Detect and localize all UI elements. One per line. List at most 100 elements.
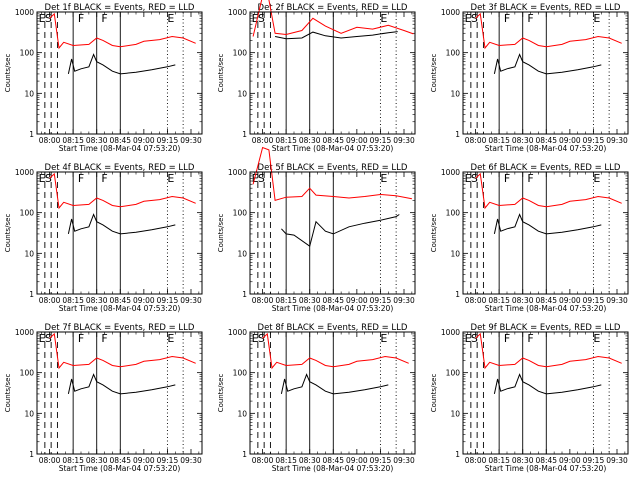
y-tick-label: 1000 <box>15 8 34 17</box>
y-tick-label: 1 <box>29 130 34 139</box>
y-tick-label: 10 <box>237 249 247 258</box>
region-marker-s: S <box>471 172 478 185</box>
region-marker-f: F <box>78 172 84 185</box>
x-tick-label: 08:15 <box>488 296 510 305</box>
region-marker-f: F <box>78 332 84 345</box>
x-tick-label: 09:30 <box>393 136 415 145</box>
region-marker-s: S <box>258 332 265 345</box>
plot-frame <box>36 11 203 135</box>
y-tick-label: 1000 <box>228 8 247 17</box>
panel-title: Det 2f BLACK = Events, RED = LLD <box>258 3 408 13</box>
y-tick-label: 1 <box>29 450 34 459</box>
x-axis-label: Start Time (08-Mar-04 07:53:20) <box>272 464 394 473</box>
x-tick-label: 09:30 <box>606 136 628 145</box>
region-marker-f: F <box>504 172 510 185</box>
region-marker-f: F <box>527 172 533 185</box>
panel-title: Det 1f BLACK = Events, RED = LLD <box>45 3 195 13</box>
x-tick-label: 08:00 <box>252 136 274 145</box>
y-tick-label: 1 <box>455 290 460 299</box>
region-marker-f: F <box>504 12 510 25</box>
x-tick-label: 09:15 <box>370 456 392 465</box>
x-tick-label: 08:15 <box>275 456 297 465</box>
plot-frame <box>462 171 629 295</box>
x-tick-label: 08:15 <box>488 136 510 145</box>
region-marker-e: E <box>465 12 472 25</box>
region-marker-e: E <box>252 332 259 345</box>
y-axis-label: Counts/sec <box>4 214 12 253</box>
plot-frame <box>36 171 203 295</box>
y-tick-label: 1 <box>455 450 460 459</box>
plot-frame <box>249 171 416 295</box>
lld-series-line <box>475 172 622 210</box>
lld-series-line <box>49 332 196 370</box>
y-tick-label: 1 <box>455 130 460 139</box>
y-axis-label: Counts/sec <box>430 374 438 413</box>
x-tick-label: 09:15 <box>157 296 179 305</box>
x-tick-label: 08:45 <box>109 296 131 305</box>
y-tick-label: 10 <box>237 89 247 98</box>
y-tick-label: 10 <box>450 249 460 258</box>
x-tick-label: 08:30 <box>86 296 108 305</box>
y-axis-label: Counts/sec <box>217 374 225 413</box>
plot-frame <box>36 331 203 455</box>
x-tick-label: 08:30 <box>512 136 534 145</box>
x-axis-label: Start Time (08-Mar-04 07:53:20) <box>59 304 181 313</box>
x-tick-label: 09:30 <box>393 456 415 465</box>
x-tick-label: 08:00 <box>252 456 274 465</box>
y-tick-label: 100 <box>446 369 461 378</box>
region-marker-e: E <box>593 12 600 25</box>
y-axis-label: Counts/sec <box>4 374 12 413</box>
region-marker-s: S <box>258 12 265 25</box>
x-tick-label: 08:30 <box>299 136 321 145</box>
detector-panel-1: Det 1f BLACK = Events, RED = LLD Counts/s… <box>4 3 203 153</box>
y-tick-label: 1 <box>242 450 247 459</box>
region-marker-e: E <box>39 172 46 185</box>
y-tick-label: 100 <box>20 49 35 58</box>
y-tick-label: 10 <box>450 409 460 418</box>
region-marker-e: E <box>252 12 259 25</box>
y-tick-label: 1000 <box>228 168 247 177</box>
x-tick-label: 08:30 <box>512 456 534 465</box>
region-marker-f: F <box>504 332 510 345</box>
x-tick-label: 08:00 <box>465 136 487 145</box>
y-tick-label: 1000 <box>228 328 247 337</box>
x-axis-label: Start Time (08-Mar-04 07:53:20) <box>272 144 394 153</box>
y-tick-label: 100 <box>446 209 461 218</box>
y-tick-label: 10 <box>24 249 34 258</box>
region-marker-s: S <box>45 332 52 345</box>
region-marker-f: F <box>101 12 107 25</box>
events-series-line <box>67 53 176 75</box>
y-axis-label: Counts/sec <box>217 54 225 93</box>
panel-title: Det 4f BLACK = Events, RED = LLD <box>45 163 195 173</box>
region-marker-e: E <box>465 172 472 185</box>
y-tick-label: 1000 <box>15 328 34 337</box>
region-marker-e: E <box>380 332 387 345</box>
region-marker-e: E <box>167 332 174 345</box>
detector-panel-3: Det 3f BLACK = Events, RED = LLD Counts/s… <box>430 3 629 153</box>
events-series-line <box>275 31 398 40</box>
events-series-line <box>493 53 602 75</box>
y-tick-label: 1000 <box>15 168 34 177</box>
region-marker-e: E <box>167 172 174 185</box>
lld-series-line <box>49 172 196 210</box>
y-tick-label: 100 <box>233 209 248 218</box>
y-tick-label: 10 <box>24 89 34 98</box>
x-tick-label: 09:30 <box>180 456 202 465</box>
x-tick-label: 08:00 <box>39 456 61 465</box>
events-series-line <box>493 373 602 395</box>
y-axis-label: Counts/sec <box>217 214 225 253</box>
panel-title: Det 3f BLACK = Events, RED = LLD <box>471 3 621 13</box>
x-tick-label: 09:15 <box>370 136 392 145</box>
x-tick-label: 09:00 <box>559 136 581 145</box>
x-tick-label: 08:45 <box>535 456 557 465</box>
detector-panel-8: Det 8f BLACK = Events, RED = LLD Counts/s… <box>217 323 416 473</box>
x-tick-label: 09:15 <box>583 456 605 465</box>
y-tick-label: 100 <box>20 209 35 218</box>
region-marker-f: F <box>527 12 533 25</box>
region-marker-e: E <box>465 332 472 345</box>
x-tick-label: 08:45 <box>109 136 131 145</box>
y-tick-label: 100 <box>233 49 248 58</box>
y-axis-label: Counts/sec <box>430 214 438 253</box>
events-series-line <box>67 213 176 235</box>
x-tick-label: 09:15 <box>370 296 392 305</box>
